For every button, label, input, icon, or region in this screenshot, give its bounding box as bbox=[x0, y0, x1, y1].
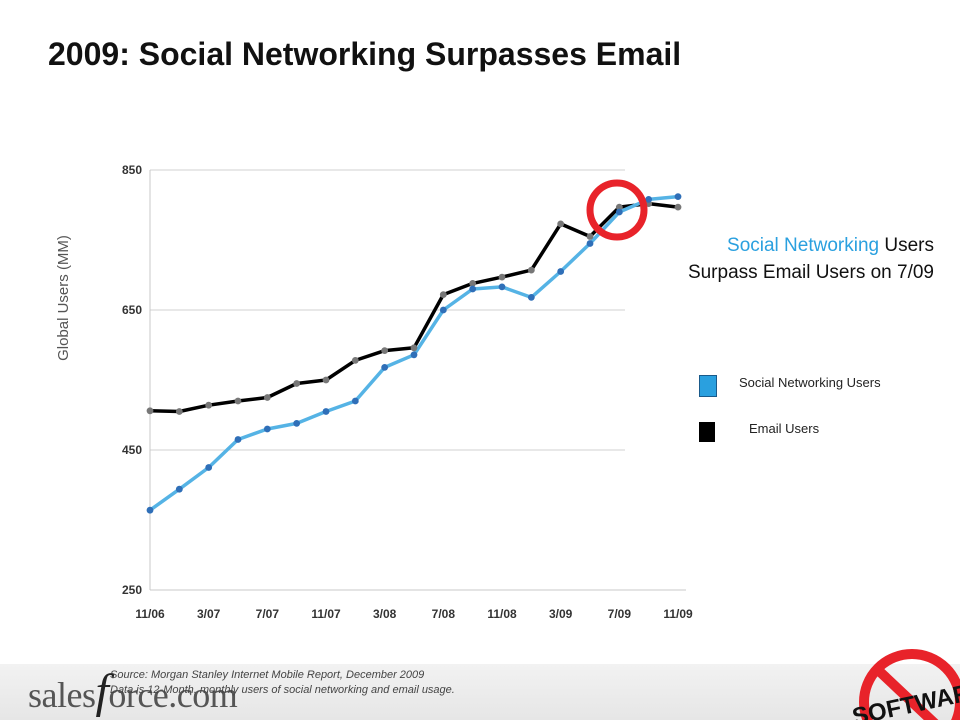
logo-part2: f bbox=[95, 665, 109, 718]
logo-part3: orce.com bbox=[108, 675, 238, 715]
badge-slash bbox=[874, 666, 939, 720]
data-point-social-11 bbox=[469, 285, 477, 293]
data-point-social-3 bbox=[234, 436, 242, 443]
footer-band bbox=[0, 664, 960, 720]
data-point-social-12 bbox=[498, 283, 506, 291]
data-point-email-13 bbox=[527, 266, 535, 274]
x-tick-label-3-07: 3/07 bbox=[197, 607, 221, 621]
source-line1: Source: Morgan Stanley Internet Mobile R… bbox=[110, 669, 425, 681]
x-tick-label-7-08: 7/08 bbox=[432, 607, 456, 621]
legend-swatch-social bbox=[699, 375, 717, 397]
data-point-social-13 bbox=[527, 294, 535, 301]
y-axis-title: Global Users (MM) bbox=[55, 235, 72, 361]
x-tick-label-7-09: 7/09 bbox=[608, 607, 632, 621]
callout-annotation: Social Networking Users Surpass Email Us… bbox=[688, 232, 934, 286]
legend-label-social: Social Networking Users bbox=[739, 375, 881, 390]
data-point-email-0 bbox=[146, 407, 154, 415]
data-point-email-15 bbox=[586, 233, 594, 240]
series-markers bbox=[146, 193, 682, 514]
data-point-social-1 bbox=[175, 485, 183, 493]
data-point-email-16 bbox=[615, 203, 623, 211]
x-tick-label-11-07: 11/07 bbox=[311, 607, 341, 621]
callout-accent: Social Networking bbox=[727, 235, 880, 256]
callout-line1-rest: Users bbox=[879, 235, 934, 256]
legend-swatch-email bbox=[699, 422, 715, 442]
data-point-email-5 bbox=[293, 380, 301, 387]
source-note: Source: Morgan Stanley Internet Mobile R… bbox=[110, 668, 455, 698]
data-point-social-2 bbox=[205, 464, 213, 471]
page-title: 2009: Social Networking Surpasses Email bbox=[48, 36, 682, 72]
callout-line2: Surpass Email Users on 7/09 bbox=[687, 262, 934, 283]
salesforce-logo: salesforce.com bbox=[28, 664, 238, 719]
y-axis: 250 450 650 850 bbox=[122, 163, 151, 597]
x-tick-label-11-09: 11/09 bbox=[663, 607, 693, 621]
data-point-social-6 bbox=[322, 408, 330, 415]
data-point-social-7 bbox=[351, 397, 359, 405]
data-point-social-14 bbox=[557, 268, 565, 275]
x-axis: 11/06 3/07 7/07 11/07 3/08 7/08 11/08 3/09 7/09 1… bbox=[135, 589, 693, 621]
data-point-social-8 bbox=[381, 364, 389, 371]
data-point-social-5 bbox=[293, 420, 301, 427]
data-point-email-1 bbox=[175, 408, 183, 415]
data-point-email-11 bbox=[469, 280, 477, 287]
data-point-email-9 bbox=[410, 344, 418, 352]
data-point-social-0 bbox=[146, 506, 154, 514]
y-tick-label-650: 650 bbox=[122, 303, 142, 317]
data-point-email-2 bbox=[205, 401, 213, 409]
data-point-social-17 bbox=[645, 196, 653, 203]
data-point-social-16 bbox=[615, 208, 623, 216]
y-tick-label-450: 450 bbox=[122, 443, 142, 457]
x-tick-label-11-06: 11/06 bbox=[135, 607, 165, 621]
x-tick-label-7-07: 7/07 bbox=[256, 607, 280, 621]
y-tick-label-850: 850 bbox=[122, 163, 142, 177]
data-point-social-10 bbox=[439, 306, 447, 314]
badge-ring bbox=[859, 649, 960, 720]
legend-label-email: Email Users bbox=[749, 421, 820, 436]
data-point-email-4 bbox=[263, 394, 271, 401]
source-line2: Data is 12-Month, monthly users of socia… bbox=[110, 684, 455, 696]
data-point-social-4 bbox=[263, 425, 271, 433]
data-point-email-12 bbox=[498, 273, 506, 281]
data-point-social-18 bbox=[674, 193, 682, 201]
data-point-email-10 bbox=[439, 291, 447, 298]
y-tick-label-250: 250 bbox=[122, 583, 142, 597]
data-point-social-9 bbox=[410, 351, 418, 359]
data-point-email-8 bbox=[381, 347, 389, 354]
logo-part1: sales bbox=[28, 675, 96, 715]
data-point-email-3 bbox=[234, 397, 242, 405]
data-point-email-14 bbox=[557, 220, 565, 228]
x-tick-label-3-09: 3/09 bbox=[549, 607, 573, 621]
no-software-badge: SOFTWARE bbox=[850, 649, 960, 720]
data-point-social-15 bbox=[586, 240, 594, 247]
x-tick-label-3-08: 3/08 bbox=[373, 607, 397, 621]
data-point-email-18 bbox=[674, 203, 682, 211]
x-tick-label-11-08: 11/08 bbox=[487, 607, 517, 621]
data-point-email-6 bbox=[322, 376, 330, 384]
highlight-circle bbox=[586, 179, 648, 241]
data-point-email-7 bbox=[351, 357, 359, 364]
grid bbox=[150, 169, 625, 451]
